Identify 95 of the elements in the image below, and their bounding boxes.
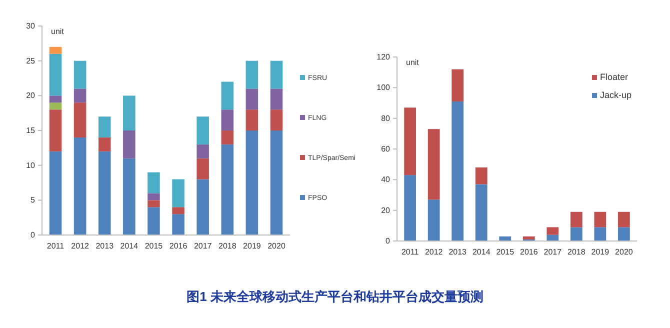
- bar: [49, 110, 62, 152]
- y-tick-label: 0: [30, 230, 36, 240]
- bar: [475, 184, 488, 241]
- bar: [49, 151, 62, 235]
- bar: [196, 116, 209, 144]
- y-tick-label: 80: [381, 114, 391, 123]
- y-tick-label: 120: [376, 52, 391, 62]
- x-tick-label: 2016: [520, 248, 538, 257]
- y-axis-title: unit: [51, 27, 65, 36]
- bar: [270, 130, 283, 235]
- x-tick-label: 2014: [120, 242, 139, 251]
- bar: [123, 158, 136, 235]
- bar: [74, 137, 86, 235]
- bar: [270, 110, 283, 130]
- bar: [475, 167, 488, 184]
- x-tick-label: 2015: [496, 248, 515, 257]
- bar: [221, 82, 234, 110]
- x-tick-label: 2018: [218, 242, 237, 251]
- bar: [594, 227, 606, 241]
- bar: [452, 101, 464, 241]
- bar: [522, 236, 535, 240]
- x-tick-label: 2019: [243, 242, 262, 251]
- y-tick-label: 100: [376, 83, 391, 92]
- bar: [594, 212, 606, 228]
- bar: [618, 227, 630, 241]
- bar: [123, 96, 136, 130]
- bar: [452, 69, 464, 102]
- bar: [246, 110, 258, 130]
- bar: [49, 46, 62, 54]
- bar: [123, 130, 136, 158]
- bar: [74, 88, 86, 103]
- y-tick-label: 30: [26, 22, 36, 31]
- x-tick-label: 2016: [169, 242, 188, 251]
- bar: [221, 144, 234, 235]
- y-tick-label: 20: [381, 206, 391, 215]
- x-tick-label: 2011: [46, 242, 65, 251]
- bar: [428, 200, 440, 241]
- bar: [172, 179, 184, 208]
- x-tick-label: 2013: [448, 248, 468, 257]
- bar: [196, 158, 209, 180]
- x-tick-label: 2013: [96, 242, 114, 251]
- bar: [546, 234, 559, 241]
- legend-label: Jack-up: [600, 90, 632, 100]
- bar: [148, 193, 160, 200]
- bar: [49, 102, 62, 110]
- y-tick-label: 15: [26, 126, 36, 136]
- y-tick-label: 20: [26, 91, 36, 100]
- bar: [98, 137, 111, 152]
- y-tick-label: 25: [26, 56, 36, 66]
- bar: [148, 207, 160, 235]
- bar: [246, 88, 258, 110]
- x-tick-label: 2011: [401, 248, 420, 257]
- bar: [148, 172, 160, 194]
- bar: [49, 54, 62, 96]
- x-tick-label: 2017: [194, 242, 212, 251]
- bar: [570, 227, 582, 241]
- bar: [404, 175, 416, 241]
- x-tick-label: 2018: [568, 248, 586, 257]
- bar: [546, 227, 559, 235]
- y-tick-label: 0: [386, 236, 391, 246]
- x-tick-label: 2017: [544, 248, 562, 257]
- bar: [74, 60, 86, 89]
- x-tick-label: 2015: [144, 242, 164, 251]
- bar: [404, 108, 416, 176]
- bar: [74, 102, 86, 138]
- bar: [196, 144, 209, 158]
- y-tick-label: 10: [26, 160, 36, 170]
- bar: [196, 179, 209, 235]
- y-tick-label: 60: [381, 144, 391, 154]
- bar: [98, 151, 111, 235]
- x-tick-label: 2019: [591, 248, 610, 257]
- bar: [570, 212, 582, 228]
- legend-label: Floater: [600, 72, 628, 82]
- bar: [428, 129, 440, 200]
- bar: [270, 60, 283, 89]
- y-axis-title: unit: [406, 58, 420, 67]
- bar: [221, 110, 234, 130]
- bar: [49, 96, 62, 103]
- bar: [270, 88, 283, 110]
- bar: [172, 207, 184, 214]
- bar: [98, 116, 111, 138]
- bar: [148, 200, 160, 208]
- bar: [172, 214, 184, 235]
- x-tick-label: 2012: [424, 248, 444, 257]
- y-tick-label: 5: [30, 196, 36, 205]
- x-tick-label: 2014: [472, 248, 491, 257]
- x-tick-label: 2012: [71, 242, 90, 251]
- bar: [246, 130, 258, 235]
- bar: [221, 130, 234, 144]
- x-tick-label: 2020: [268, 242, 286, 251]
- bar: [246, 60, 258, 89]
- caption: 图1 未来全球移动式生产平台和钻井平台成交量预测: [186, 289, 484, 304]
- bar: [618, 212, 630, 228]
- y-tick-label: 40: [381, 175, 391, 184]
- x-tick-label: 2020: [615, 248, 634, 257]
